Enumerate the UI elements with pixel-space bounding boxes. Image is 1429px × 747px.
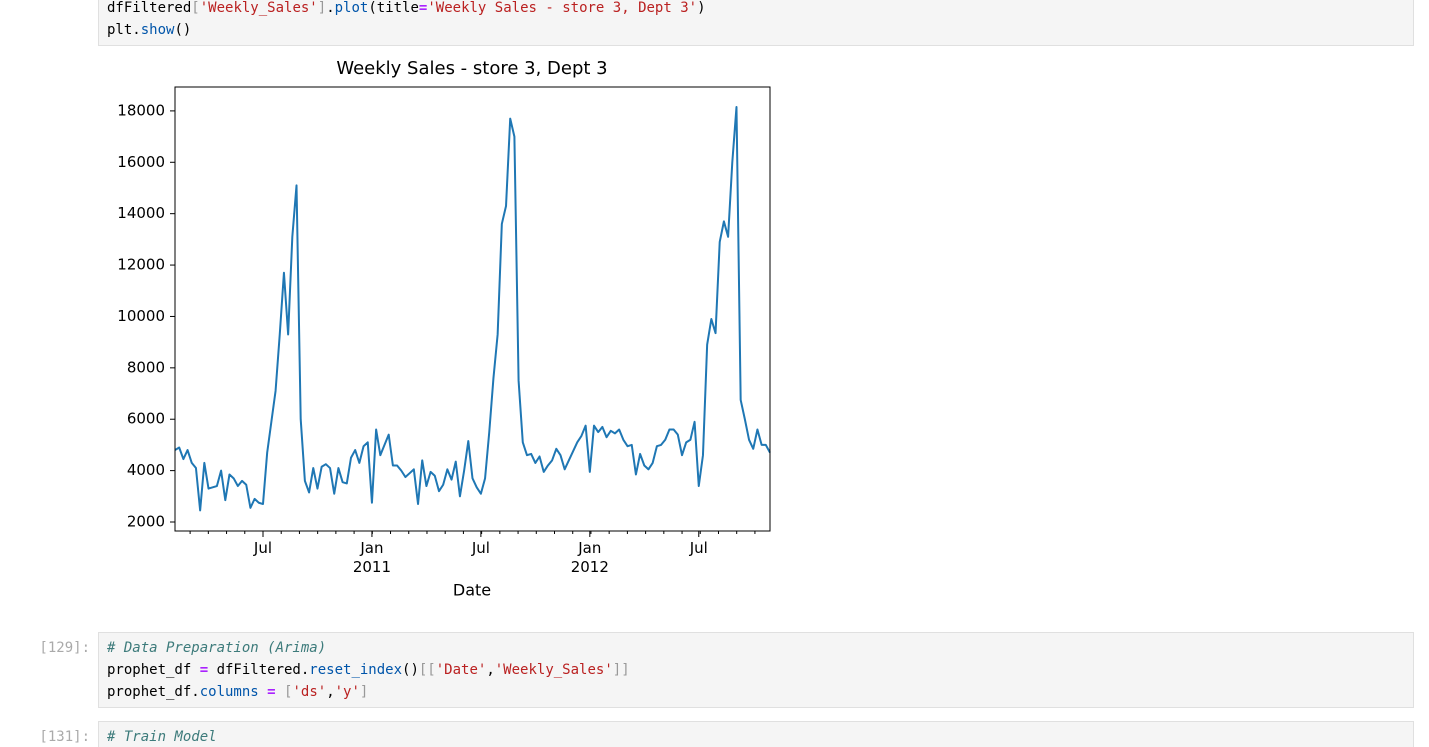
- code-token: reset_index: [309, 662, 403, 678]
- code-token: ): [697, 0, 706, 16]
- code-token: (title: [368, 0, 419, 16]
- code-token: columns: [199, 684, 259, 700]
- code-cell[interactable]: dfFiltered['Weekly_Sales'].plot(title='W…: [98, 0, 1414, 46]
- x-tick-label: Jul: [471, 539, 490, 557]
- y-tick-label: 10000: [117, 307, 165, 325]
- code-cell[interactable]: # Train Model: [98, 721, 1414, 747]
- code-cell[interactable]: # Data Preparation (Arima) prophet_df = d…: [98, 632, 1414, 708]
- code-token: .: [326, 0, 335, 16]
- x-tick-label: Jan 2012: [570, 539, 609, 576]
- code-token: =: [258, 684, 285, 700]
- code-token: plt.: [107, 22, 141, 38]
- cell-prompt: [131]:: [39, 729, 90, 745]
- code-token: 'y': [334, 684, 360, 700]
- x-tick-label: Jul: [253, 539, 273, 557]
- code-token: 'Weekly_Sales': [494, 662, 613, 678]
- code-line: plt.show(): [107, 19, 1405, 41]
- code-line: # Data Preparation (Arima): [107, 637, 1405, 659]
- y-tick-label: 12000: [117, 256, 165, 274]
- code-token: ]: [359, 684, 369, 700]
- y-tick-label: 2000: [127, 513, 165, 531]
- code-token: [: [284, 684, 293, 700]
- code-token: # Train Model: [107, 729, 217, 745]
- y-tick-label: 14000: [117, 204, 165, 222]
- code-line: # Train Model: [107, 726, 1405, 747]
- code-token: show: [140, 22, 175, 38]
- y-tick-label: 16000: [117, 153, 165, 171]
- code-token: [: [191, 0, 200, 16]
- x-tick-label: Jul: [689, 539, 708, 557]
- code-token: =: [199, 662, 217, 678]
- y-tick-label: 4000: [127, 461, 165, 479]
- code-token: # Data Preparation (Arima): [107, 640, 327, 656]
- code-token: 'Weekly_Sales': [199, 0, 318, 16]
- code-token: ]]: [612, 662, 630, 678]
- code-token: [[: [418, 662, 436, 678]
- code-token: 'Weekly Sales - store 3, Dept 3': [427, 0, 698, 16]
- code-token: ,: [486, 662, 495, 678]
- code-token: dfFiltered.: [216, 662, 310, 678]
- code-token: 'Date': [435, 662, 487, 678]
- y-tick-label: 8000: [127, 358, 165, 376]
- x-tick-label: Jan 2011: [352, 539, 392, 576]
- code-token: plot: [334, 0, 369, 16]
- chart: Weekly Sales - store 3, Dept 3 Date 2000…: [117, 58, 771, 600]
- x-axis-label: Date: [453, 581, 491, 600]
- data-line: [174, 106, 771, 512]
- code-line: prophet_df.columns = ['ds','y']: [107, 681, 1405, 703]
- cell-prompt: [129]:: [39, 640, 90, 656]
- code-token: 'ds': [292, 684, 327, 700]
- code-token: dfFiltered: [107, 0, 192, 16]
- y-tick-label: 6000: [127, 410, 165, 428]
- chart-title: Weekly Sales - store 3, Dept 3: [336, 58, 607, 79]
- code-token: ]: [317, 0, 327, 16]
- code-line: dfFiltered['Weekly_Sales'].plot(title='W…: [107, 0, 1405, 19]
- code-token: (): [402, 662, 419, 678]
- code-token: prophet_df.: [107, 684, 200, 700]
- y-tick-label: 18000: [117, 101, 165, 119]
- plot-frame: [174, 86, 771, 532]
- code-token: ,: [326, 684, 335, 700]
- code-token: prophet_df: [107, 662, 200, 678]
- code-token: (): [174, 22, 192, 38]
- code-token: =: [418, 0, 428, 16]
- code-line: prophet_df = dfFiltered.reset_index()[['…: [107, 659, 1405, 681]
